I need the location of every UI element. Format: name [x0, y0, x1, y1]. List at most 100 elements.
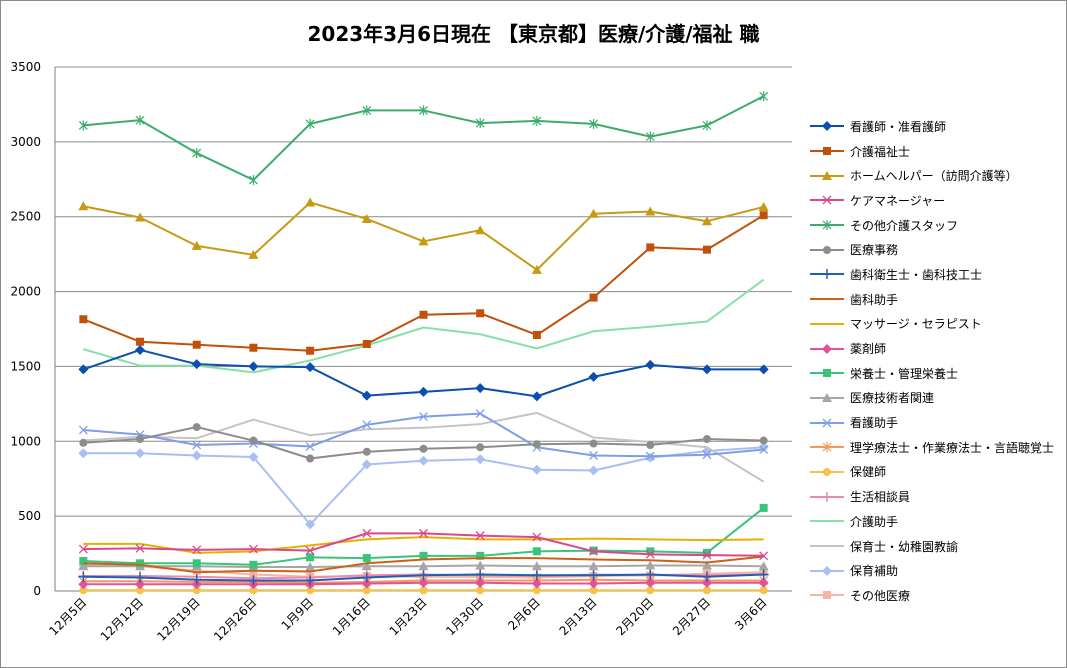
legend-marker	[823, 591, 831, 600]
data-point	[305, 362, 316, 373]
data-point	[305, 442, 315, 451]
series-5	[78, 91, 769, 186]
legend-item: 介護助手	[808, 509, 1063, 534]
data-point	[759, 503, 768, 512]
data-point	[248, 249, 259, 259]
data-point	[249, 586, 258, 595]
legend-swatch	[810, 545, 844, 548]
data-point	[78, 579, 89, 590]
data-point	[248, 575, 259, 586]
data-point	[306, 454, 315, 463]
legend-marker	[822, 491, 832, 502]
legend-label: 栄養士・管理栄養士	[850, 366, 959, 381]
series-11	[79, 503, 768, 569]
data-point	[361, 390, 372, 401]
data-point	[362, 105, 372, 116]
legend-swatch	[810, 491, 844, 502]
x-tick-label: 1月16日	[330, 595, 373, 638]
data-point	[78, 561, 89, 571]
data-point	[645, 549, 655, 559]
legend-item: マッサージ・セラピスト	[808, 312, 1063, 337]
legend-item: 歯科助手	[808, 287, 1063, 312]
data-point	[702, 586, 711, 595]
data-point	[135, 572, 146, 583]
series-line	[83, 555, 764, 574]
data-point	[531, 570, 542, 581]
series-15	[79, 586, 768, 595]
series-6	[79, 423, 768, 463]
data-point	[475, 118, 485, 129]
series-line	[83, 201, 764, 271]
data-point	[136, 559, 145, 568]
legend-marker	[822, 269, 832, 280]
x-tick-label: 2月27日	[670, 595, 713, 638]
legend-swatch	[810, 121, 844, 132]
legend-label: 保健師	[850, 465, 887, 480]
data-point	[759, 445, 769, 454]
data-point	[476, 586, 485, 595]
data-point	[475, 531, 485, 541]
legend-swatch	[810, 220, 844, 231]
data-point	[531, 264, 542, 274]
y-tick-label: 500	[18, 509, 41, 523]
legend-item: その他医療	[808, 583, 1063, 608]
data-point	[418, 570, 429, 581]
data-point	[475, 560, 486, 570]
legend-marker	[822, 121, 832, 132]
legend-swatch	[810, 467, 844, 476]
legend-item: 歯科衛生士・歯科技工士	[808, 262, 1063, 287]
legend-marker	[822, 343, 832, 354]
x-tick-label: 2月13日	[557, 595, 600, 638]
data-point	[588, 371, 599, 382]
chart-title: 2023年3月6日現在 【東京都】医療/介護/福祉 職	[307, 22, 760, 46]
data-point	[532, 586, 541, 595]
data-point	[589, 451, 599, 460]
data-point	[249, 560, 258, 569]
series-2	[79, 211, 768, 355]
legend-label: 生活相談員	[850, 490, 911, 505]
data-point	[306, 553, 315, 562]
legend-marker	[823, 467, 831, 476]
data-point	[646, 441, 655, 450]
data-point	[78, 571, 89, 582]
legend-item: 医療技術者関連	[808, 386, 1063, 411]
data-point	[759, 551, 769, 561]
data-point	[759, 211, 768, 220]
data-point	[588, 208, 599, 218]
data-point	[418, 561, 429, 571]
data-point	[476, 551, 485, 560]
data-point	[702, 120, 712, 131]
data-point	[79, 586, 88, 595]
series-8	[83, 555, 764, 574]
data-point	[192, 566, 201, 575]
data-point	[248, 361, 259, 372]
data-point	[475, 577, 486, 588]
data-point	[418, 386, 429, 397]
data-point	[758, 577, 769, 588]
data-point	[758, 569, 769, 580]
legend-label: その他介護スタッフ	[850, 218, 959, 233]
data-point	[418, 455, 429, 466]
data-point	[135, 543, 145, 553]
data-point	[192, 440, 202, 450]
data-point	[589, 293, 598, 302]
data-point	[418, 236, 429, 246]
data-point	[589, 586, 598, 595]
data-point	[589, 439, 598, 448]
data-point	[361, 578, 372, 589]
legend-item: ケアマネージャー	[808, 188, 1063, 213]
data-point	[532, 330, 541, 339]
data-point	[249, 343, 258, 352]
data-point	[645, 451, 655, 461]
data-point	[362, 420, 372, 430]
data-point	[702, 450, 712, 460]
legend-swatch	[810, 170, 844, 180]
x-tick-label: 12月19日	[154, 595, 202, 643]
data-point	[362, 339, 371, 348]
data-point	[419, 412, 428, 422]
data-point	[79, 557, 88, 566]
data-point	[192, 559, 201, 568]
series-9	[83, 536, 764, 554]
data-point	[645, 577, 656, 588]
data-point	[79, 315, 88, 324]
